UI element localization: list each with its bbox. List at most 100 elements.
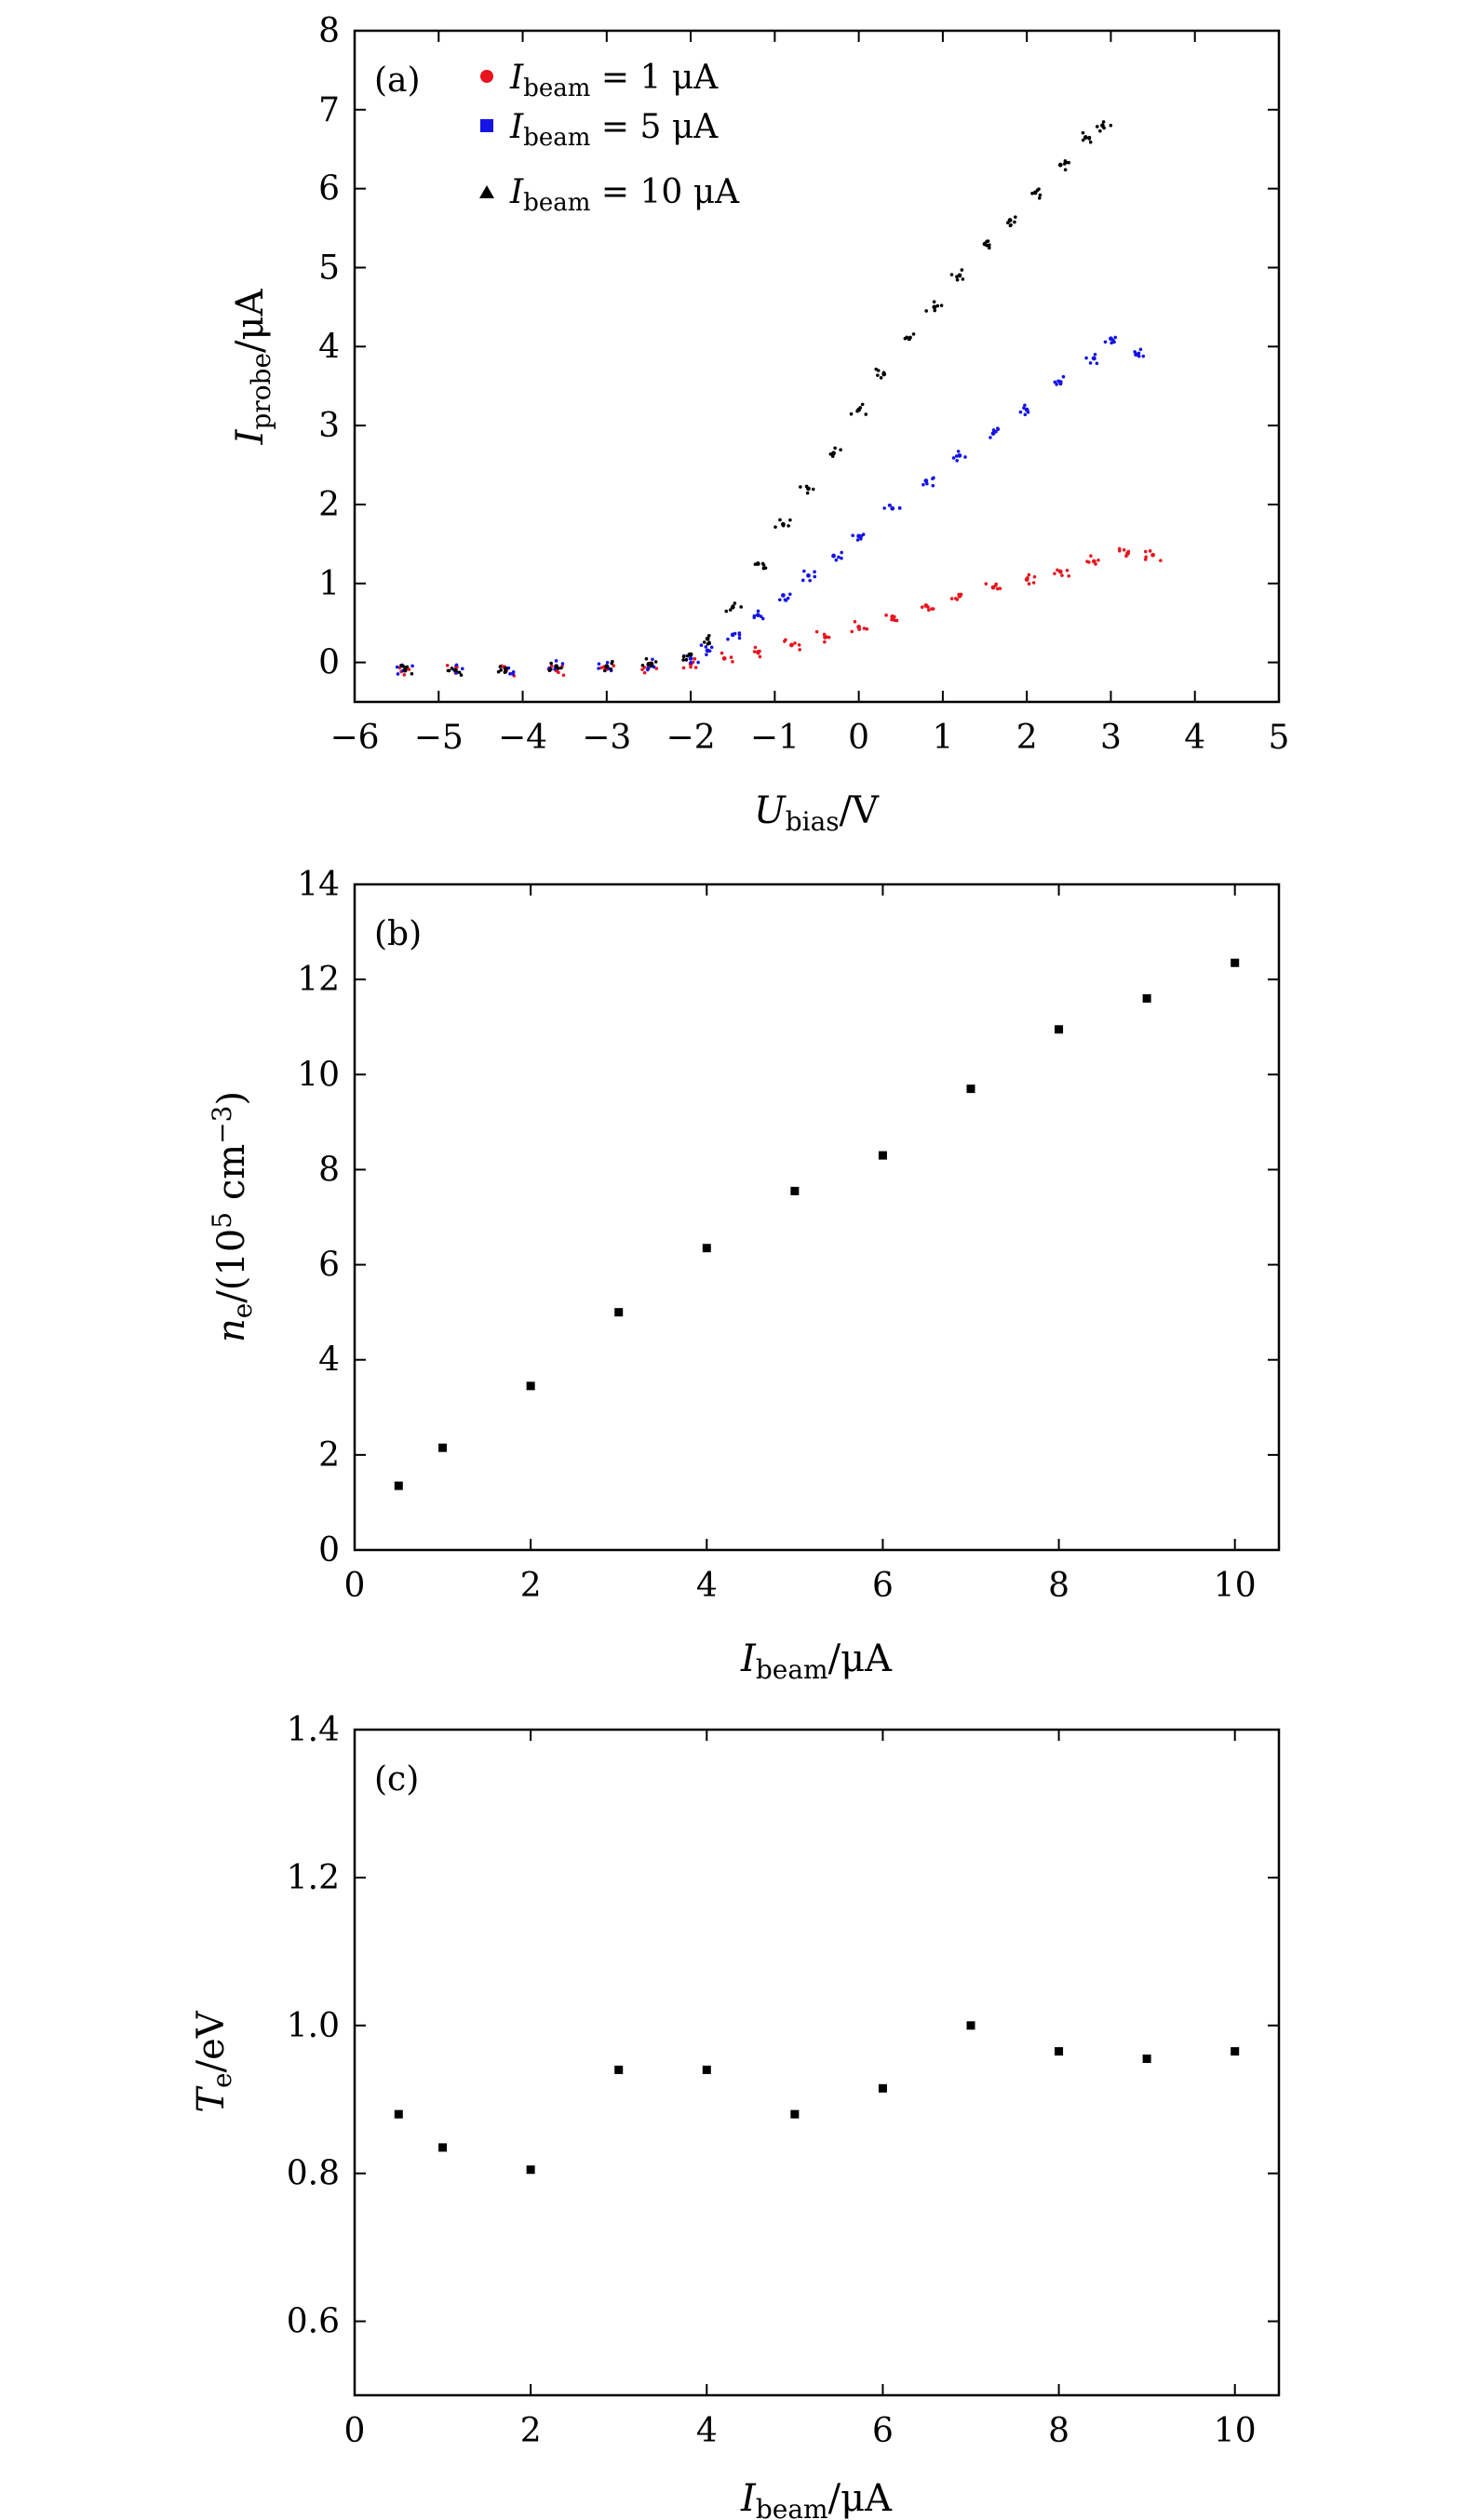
data-point-noise: [988, 243, 991, 247]
panel-a-x-ticks: −6 −5 −4 −3 −2 −1 0 1 2 3 4 5: [330, 31, 1289, 757]
data-point-noise: [707, 640, 711, 644]
data-point-noise: [961, 277, 965, 281]
data-point: [878, 2083, 887, 2093]
data-point: [806, 573, 811, 578]
data-point-noise: [839, 448, 842, 451]
data-point-noise: [840, 556, 843, 560]
data-point-noise: [1027, 582, 1031, 586]
data-point-noise: [837, 555, 841, 559]
y-tick-label: 4: [318, 1341, 340, 1380]
panel-b-y-axis-label: ne/(105 cm−3): [207, 1091, 258, 1342]
data-point-noise: [644, 656, 649, 661]
x-tick-label: 0: [344, 2412, 366, 2450]
data-point-noise: [511, 672, 515, 676]
data-point-noise: [988, 246, 991, 250]
data-point-noise: [892, 614, 896, 619]
data-point-noise: [1032, 574, 1037, 579]
data-point-noise: [445, 664, 450, 667]
panel-b-data-points: [394, 958, 1240, 1490]
y-tick-label: 7: [318, 91, 340, 129]
data-point-noise: [813, 570, 816, 574]
x-tick-label: 3: [1100, 719, 1122, 757]
data-point-noise: [834, 558, 839, 562]
x-tick-label: 2: [1016, 719, 1038, 757]
y-tick-label: 0: [318, 1531, 340, 1570]
data-point-noise: [549, 664, 554, 668]
data-point-noise: [882, 506, 886, 510]
data-point-noise: [805, 491, 810, 495]
data-point-noise: [985, 243, 989, 248]
panel-c-y-ticks: 0.6 0.8 1.0 1.2 1.4: [287, 1711, 1279, 2341]
y-tick-label: 4: [318, 328, 340, 366]
panel-a-y-axis-label: Iprobe/μA: [229, 288, 276, 445]
panel-c-x-ticks: 0 2 4 6 8 10: [344, 1730, 1257, 2450]
data-point-noise: [396, 672, 400, 676]
x-tick-label: 8: [1048, 1567, 1069, 1605]
data-point-noise: [1124, 554, 1128, 559]
data-point-noise: [984, 582, 989, 586]
data-point-noise: [1094, 562, 1097, 566]
x-tick-label: 4: [696, 2412, 718, 2450]
data-point-noise: [705, 653, 708, 657]
data-point-noise: [931, 477, 935, 480]
data-point-noise: [986, 239, 990, 243]
data-point-noise: [881, 371, 886, 375]
data-point: [878, 1151, 887, 1160]
data-point: [1231, 2047, 1240, 2056]
data-point-noise: [410, 664, 414, 668]
data-point-noise: [908, 335, 912, 340]
data-point-noise: [646, 667, 650, 672]
data-point-noise: [756, 609, 760, 613]
x-tick-label: −4: [498, 719, 547, 757]
data-point-noise: [1030, 191, 1034, 195]
data-point-noise: [955, 275, 959, 279]
data-point-noise: [1109, 123, 1113, 128]
data-point-noise: [1087, 135, 1092, 140]
data-point-noise: [888, 503, 892, 507]
data-point-noise: [399, 664, 404, 668]
x-tick-label: 0: [848, 719, 869, 757]
panel-c-label: (c): [374, 1760, 419, 1799]
data-point-noise: [457, 670, 462, 675]
panel-a-y-ticks: 0 1 2 3 4 5 6 7 8: [318, 12, 1279, 682]
data-point: [789, 642, 794, 648]
data-point-noise: [949, 273, 954, 276]
data-point-noise: [1026, 575, 1029, 580]
data-point-noise: [956, 450, 961, 453]
series-i-beam-5-a: [395, 335, 1146, 676]
data-point-noise: [1037, 195, 1042, 200]
data-point: [614, 2065, 624, 2074]
data-point-noise: [402, 673, 407, 677]
data-point-noise: [991, 428, 996, 432]
data-point-noise: [778, 598, 782, 602]
y-tick-label: 0: [318, 644, 340, 682]
data-point-noise: [933, 308, 937, 313]
data-point-noise: [733, 601, 737, 605]
data-point-noise: [731, 660, 734, 664]
data-point: [526, 2165, 535, 2175]
data-point-noise: [903, 336, 908, 341]
x-tick-label: 4: [696, 1567, 718, 1605]
legend-entry-5uA: Ibeam = 5 μA: [509, 108, 719, 152]
data-point: [1055, 1025, 1064, 1034]
data-point-noise: [704, 645, 708, 649]
legend-entry-1uA: Ibeam = 1 μA: [509, 59, 719, 102]
panel-c-frame: [353, 1728, 1281, 2397]
data-point: [755, 613, 760, 618]
x-tick-label: 10: [1214, 2412, 1257, 2450]
data-point-noise: [799, 485, 802, 489]
data-point: [790, 2109, 800, 2119]
data-point-noise: [1063, 162, 1067, 166]
data-point-noise: [1093, 352, 1097, 357]
data-point-noise: [681, 666, 686, 670]
data-point: [856, 533, 862, 539]
y-tick-label: 1.0: [287, 2007, 340, 2045]
data-point-noise: [1122, 547, 1126, 552]
data-point-noise: [410, 671, 414, 676]
panel-a-data-points: [395, 120, 1163, 678]
data-point-noise: [1031, 581, 1036, 585]
data-point-noise: [949, 597, 954, 600]
data-point-noise: [955, 458, 959, 463]
data-point-noise: [813, 574, 817, 579]
data-point-noise: [859, 534, 864, 538]
